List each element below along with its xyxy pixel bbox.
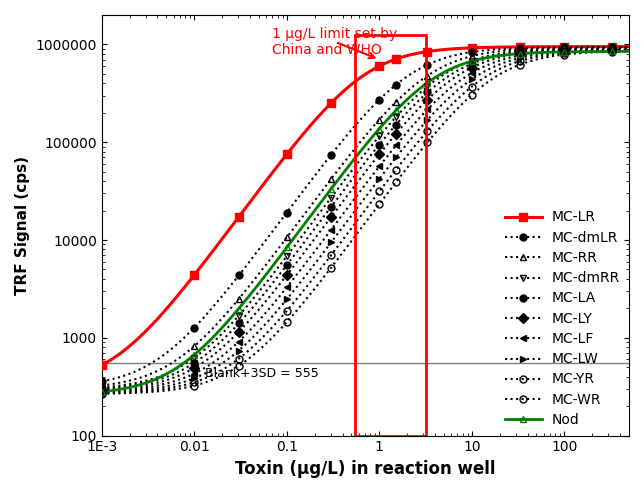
Legend: MC-LR, MC-dmLR, MC-RR, MC-dmRR, MC-LA, MC-LY, MC-LF, MC-LW, MC-YR, MC-WR, Nod: MC-LR, MC-dmLR, MC-RR, MC-dmRR, MC-LA, M… [500, 205, 625, 432]
X-axis label: Toxin (μg/L) in reaction well: Toxin (μg/L) in reaction well [235, 460, 496, 478]
Y-axis label: TRF Signal (cps): TRF Signal (cps) [15, 156, 30, 295]
Text: Blank+3SD = 555: Blank+3SD = 555 [205, 367, 319, 380]
Text: 1 μg/L limit set by
China and WHO: 1 μg/L limit set by China and WHO [272, 27, 398, 58]
